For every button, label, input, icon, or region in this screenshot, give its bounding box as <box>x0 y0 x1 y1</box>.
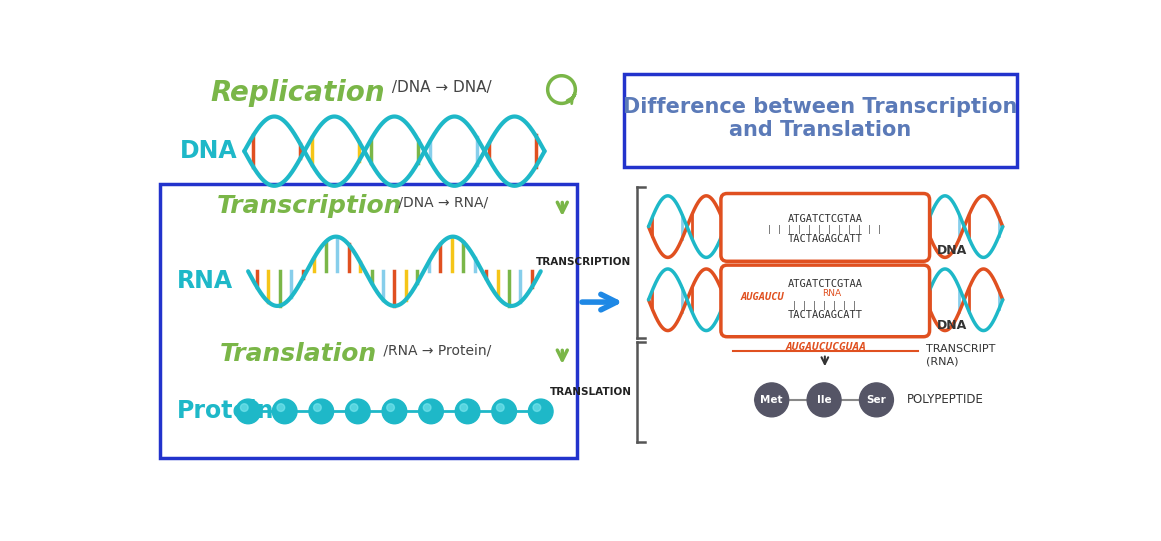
Text: TRANSLATION: TRANSLATION <box>549 387 632 397</box>
Circle shape <box>346 399 370 424</box>
Circle shape <box>755 383 788 417</box>
FancyBboxPatch shape <box>623 74 1017 167</box>
Circle shape <box>240 404 248 411</box>
Circle shape <box>382 399 406 424</box>
Text: DNA: DNA <box>180 139 238 163</box>
Text: Replication: Replication <box>211 79 385 107</box>
Circle shape <box>455 399 479 424</box>
Circle shape <box>351 404 358 411</box>
Circle shape <box>419 399 444 424</box>
Text: AUGAUCUCGUAA: AUGAUCUCGUAA <box>785 342 866 352</box>
Text: AUGAUCU: AUGAUCU <box>741 292 785 302</box>
Text: /RNA → Protein/: /RNA → Protein/ <box>378 344 491 358</box>
Text: TRANSCRIPT
(RNA): TRANSCRIPT (RNA) <box>925 345 995 366</box>
Text: Ile: Ile <box>817 395 831 405</box>
Circle shape <box>273 399 297 424</box>
Circle shape <box>236 399 260 424</box>
Text: /DNA → DNA/: /DNA → DNA/ <box>387 80 491 95</box>
Text: POLYPEPTIDE: POLYPEPTIDE <box>907 393 983 406</box>
Text: TACTAGAGCATT: TACTAGAGCATT <box>787 234 863 245</box>
Text: Translation: Translation <box>219 342 376 366</box>
Text: DNA: DNA <box>937 319 967 332</box>
Text: Protein: Protein <box>178 399 275 424</box>
Circle shape <box>528 399 553 424</box>
Circle shape <box>460 404 468 411</box>
Circle shape <box>387 404 395 411</box>
Circle shape <box>807 383 841 417</box>
Text: RNA: RNA <box>178 268 233 293</box>
Text: TACTAGAGCATT: TACTAGAGCATT <box>787 310 863 320</box>
Circle shape <box>533 404 541 411</box>
Text: ATGATCTCGTAA: ATGATCTCGTAA <box>787 214 863 225</box>
Text: Met: Met <box>760 395 783 405</box>
Text: TRANSCRIPTION: TRANSCRIPTION <box>536 257 632 267</box>
Text: | | | | | | | | | | | |: | | | | | | | | | | | | <box>767 225 882 234</box>
Circle shape <box>497 404 504 411</box>
Text: DNA: DNA <box>937 243 967 256</box>
Text: Transcription: Transcription <box>217 194 403 218</box>
FancyBboxPatch shape <box>159 184 577 458</box>
Text: Difference between Transcription: Difference between Transcription <box>623 97 1017 117</box>
Text: /DNA → RNA/: /DNA → RNA/ <box>395 196 489 210</box>
Text: | | | | | | |: | | | | | | | <box>792 301 857 311</box>
Text: and Translation: and Translation <box>729 120 911 140</box>
Circle shape <box>492 399 517 424</box>
Circle shape <box>313 404 322 411</box>
Circle shape <box>309 399 333 424</box>
Circle shape <box>859 383 893 417</box>
Text: Ser: Ser <box>866 395 886 405</box>
Circle shape <box>277 404 284 411</box>
Text: ATGATCTCGTAA: ATGATCTCGTAA <box>787 279 863 289</box>
Text: RNA: RNA <box>822 289 841 298</box>
FancyBboxPatch shape <box>721 194 930 261</box>
Circle shape <box>424 404 431 411</box>
FancyBboxPatch shape <box>721 265 930 337</box>
